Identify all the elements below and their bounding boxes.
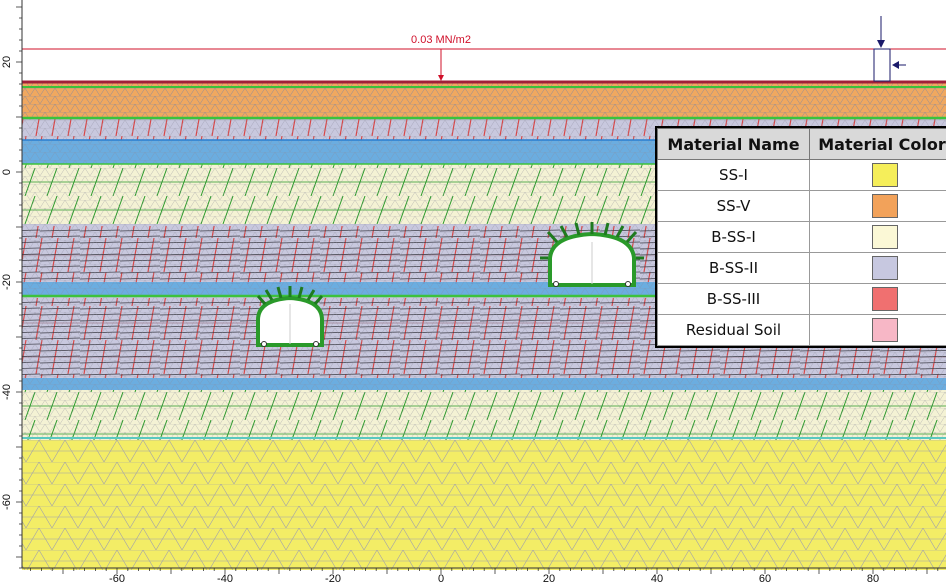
legend-material-name: B-SS-III (657, 283, 810, 315)
legend-material-color (809, 221, 946, 253)
color-swatch (872, 194, 898, 218)
mesh-ss-i (22, 440, 946, 570)
material-legend: Material Name Material Color SS-I SS-V B-S… (655, 126, 946, 348)
tunnel-left[interactable] (256, 286, 324, 347)
y-tick-label: -60 (1, 494, 13, 510)
x-tick-label: 0 (438, 573, 444, 584)
boundary-marker-icon[interactable] (873, 16, 906, 82)
legend-row: B-SS-I (657, 221, 946, 253)
x-tick-label: -20 (325, 573, 341, 584)
x-tick-label: -40 (217, 573, 233, 584)
x-tick-label: 80 (867, 573, 879, 584)
x-tick-label: -60 (109, 573, 125, 584)
x-axis: -60 -40 -20 0 20 40 60 80 (22, 567, 946, 584)
legend-material-name: SS-I (657, 159, 810, 191)
color-swatch (872, 287, 898, 311)
legend-header-color: Material Color (809, 128, 946, 160)
legend-row: SS-V (657, 190, 946, 222)
legend-header-name: Material Name (657, 128, 810, 160)
color-swatch (872, 163, 898, 187)
legend-material-color (809, 252, 946, 284)
y-tick-label: 20 (1, 56, 13, 68)
legend-row: SS-I (657, 159, 946, 191)
legend-material-color (809, 190, 946, 222)
legend-material-color (809, 283, 946, 315)
y-tick-label: -20 (1, 274, 13, 290)
legend-material-name: Residual Soil (657, 314, 810, 346)
x-tick-label: 60 (759, 573, 771, 584)
y-tick-label: -40 (1, 384, 13, 400)
legend-material-color (809, 159, 946, 191)
y-tick-label: 0 (1, 169, 13, 175)
tunnel-right[interactable] (540, 222, 644, 287)
color-swatch (872, 318, 898, 342)
legend-material-name: SS-V (657, 190, 810, 222)
legend-row: B-SS-II (657, 252, 946, 284)
legend-row: Residual Soil (657, 314, 946, 346)
load-label: 0.03 MN/m2 (411, 34, 471, 46)
legend-material-name: B-SS-II (657, 252, 810, 284)
color-swatch (872, 256, 898, 280)
legend-material-color (809, 314, 946, 346)
legend-row: B-SS-III (657, 283, 946, 315)
legend-material-name: B-SS-I (657, 221, 810, 253)
y-axis: 20 0 -20 -40 -60 (1, 0, 23, 569)
x-tick-label: 40 (651, 573, 663, 584)
x-tick-label: 20 (543, 573, 555, 584)
color-swatch (872, 225, 898, 249)
